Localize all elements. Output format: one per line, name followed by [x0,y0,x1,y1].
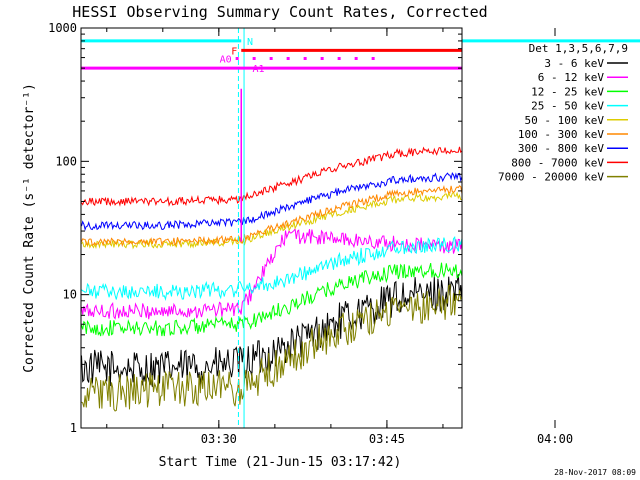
series-line [81,184,463,248]
series-line [81,146,463,207]
legend-label: 6 - 12 keV [538,71,605,84]
flag-label-n: N [247,37,253,48]
plot-frame [80,27,463,429]
y-tick-label: 1000 [48,21,77,35]
series-50-to-100keV [81,191,462,250]
legend-label: 12 - 25 keV [531,85,604,98]
series-3-to-6keV [81,274,463,387]
series-line [81,262,463,337]
y-axis: 1 10 100 1000 [48,21,462,435]
series-6-to-12keV [81,227,463,320]
flag-label-a0: A0 [220,55,232,66]
y-tick-label: 1 [70,421,77,435]
series-line [81,274,463,387]
x-tick-label: 03:30 [201,432,237,446]
series-800-to-7000keV [81,146,463,207]
series-100-to-300keV [81,184,463,248]
flag-label-f: F [231,46,237,57]
series-line [81,235,463,301]
legend-label: 800 - 7000 keV [511,156,604,169]
legend-label: 25 - 50 keV [531,100,604,113]
y-axis-label: Corrected Count Rate (s⁻¹ detector⁻¹) [22,83,37,373]
series-25-to-50keV [81,235,463,301]
timestamp: 28-Nov-2017 08:09 [554,468,636,477]
series-12-to-25keV [81,262,463,337]
legend-label: 7000 - 20000 keV [498,171,604,184]
x-tick-label: 04:00 [537,432,573,446]
legend-label: 300 - 800 keV [518,142,604,155]
flag-label-a1: A1 [252,64,264,75]
series-line [81,171,463,232]
series-7000-to-20000keV [81,283,463,412]
series-line [81,191,462,250]
series-line [81,227,463,320]
legend-label: 50 - 100 keV [525,114,605,127]
series-line [81,283,463,412]
x-tick-label: 03:45 [369,432,405,446]
legend-title: Det 1,3,5,6,7,9 [529,42,628,55]
legend-label: 3 - 6 keV [544,57,604,70]
y-tick-label: 100 [55,154,77,168]
x-axis-label: Start Time (21-Jun-15 03:17:42) [159,455,402,470]
chart-title: HESSI Observing Summary Count Rates, Cor… [72,3,487,21]
series-300-to-800keV [81,171,463,232]
y-tick-label: 10 [63,288,77,302]
legend-label: 100 - 300 keV [518,128,604,141]
